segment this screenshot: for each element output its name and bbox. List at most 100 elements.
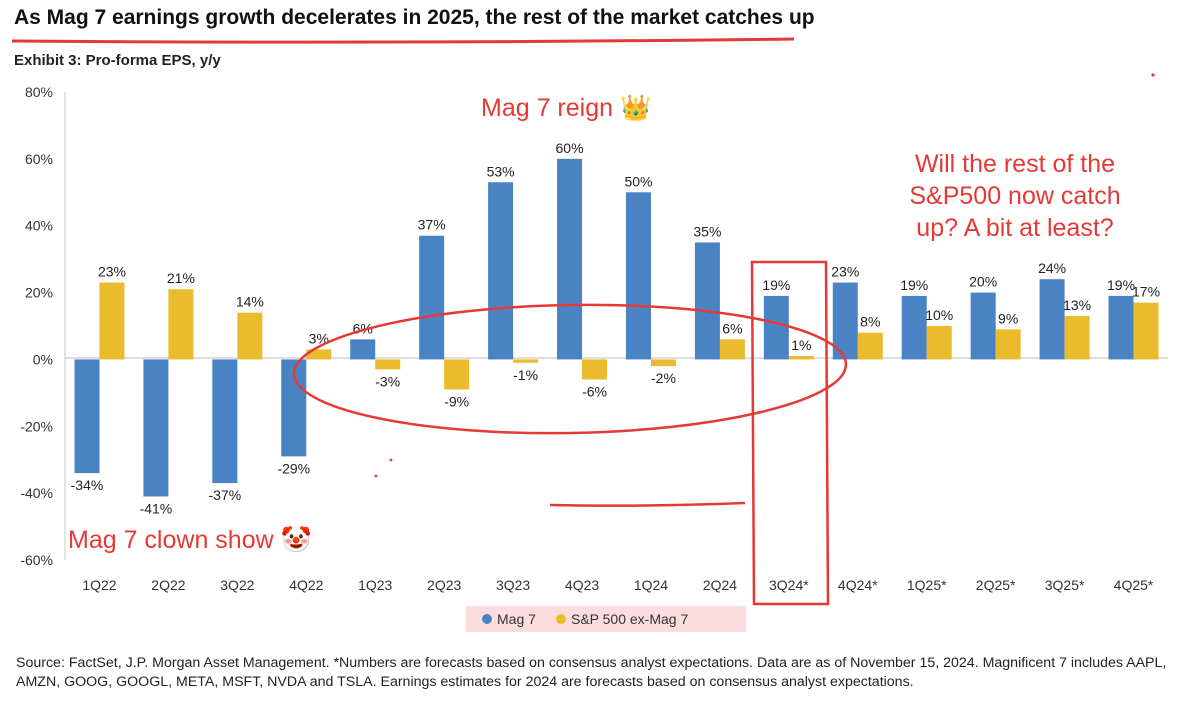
bar-mag7-4q23 xyxy=(557,158,583,360)
x-tick-label: 1Q24 xyxy=(634,577,668,593)
bar-mag7-3q23 xyxy=(488,182,514,360)
annotation-underline-4q23 xyxy=(549,501,746,507)
annotation-dot xyxy=(389,458,393,462)
annotation-box-3q24 xyxy=(750,260,830,606)
bar-mag7-1q23 xyxy=(350,339,376,360)
annotation-question-line-1: Will the rest of the xyxy=(915,150,1115,178)
bar-sp500-ex-1q25 xyxy=(926,326,952,360)
data-label-mag7: 23% xyxy=(831,264,859,280)
data-label-sp500-ex: 21% xyxy=(167,270,195,286)
x-tick-label: 4Q22 xyxy=(289,577,323,593)
y-tick-label: 60% xyxy=(25,151,53,167)
data-label-mag7: 19% xyxy=(762,277,790,293)
eps-bar-chart: -60% -40% -20% 0% 20% 40% 60% 80% -34% 23% -41% 21… xyxy=(11,37,1168,632)
bar-mag7-2q25 xyxy=(970,292,996,360)
annotation-reign: Mag 7 reign 👑 xyxy=(481,94,651,122)
data-label-mag7: -34% xyxy=(71,477,104,493)
data-label-sp500-ex: -9% xyxy=(444,394,469,410)
x-tick-label: 3Q24* xyxy=(769,577,809,593)
legend-swatch-sp500-ex xyxy=(556,614,566,624)
data-label-sp500-ex: -3% xyxy=(375,373,400,389)
data-label-sp500-ex: 23% xyxy=(98,264,126,280)
data-label-sp500-ex: 13% xyxy=(1063,297,1091,313)
data-label-mag7: 19% xyxy=(900,277,928,293)
bar-sp500-ex-3q23 xyxy=(513,359,539,363)
bar-sp500-ex-2q25 xyxy=(995,329,1021,360)
x-tick-label: 3Q25* xyxy=(1045,577,1085,593)
bar-sp500-ex-3q25 xyxy=(1064,315,1090,360)
bar-mag7-4q24 xyxy=(832,282,858,360)
bar-sp500-ex-4q23 xyxy=(582,359,608,380)
x-tick-label: 4Q25* xyxy=(1114,577,1154,593)
data-label-sp500-ex: 10% xyxy=(925,307,953,323)
data-label-sp500-ex: 1% xyxy=(791,337,811,353)
bar-mag7-1q25 xyxy=(901,295,927,360)
bar-sp500-ex-4q22 xyxy=(306,349,332,360)
annotation-ellipse xyxy=(292,303,848,435)
x-tick-label: 1Q25* xyxy=(907,577,947,593)
annotation-dot xyxy=(1151,73,1155,77)
bar-mag7-4q25 xyxy=(1108,295,1134,360)
x-tick-label: 4Q23 xyxy=(565,577,599,593)
y-tick-label: 40% xyxy=(25,218,53,234)
annotation-clown: Mag 7 clown show 🤡 xyxy=(68,525,312,554)
bar-sp500-ex-1q22 xyxy=(99,282,125,360)
data-label-mag7: 35% xyxy=(693,223,721,239)
annotation-question-line-2: S&P500 now catch xyxy=(909,182,1120,210)
data-label-mag7: 37% xyxy=(418,217,446,233)
bar-mag7-1q24 xyxy=(625,192,651,360)
x-tick-label: 2Q25* xyxy=(976,577,1016,593)
legend-label-sp500-ex: S&P 500 ex-Mag 7 xyxy=(571,611,688,627)
data-label-sp500-ex: 17% xyxy=(1132,284,1160,300)
x-tick-label: 2Q22 xyxy=(151,577,185,593)
bar-sp500-ex-3q22 xyxy=(237,312,263,360)
data-label-sp500-ex: 9% xyxy=(998,310,1018,326)
chart-subtitle: Exhibit 3: Pro-forma EPS, y/y xyxy=(14,52,221,69)
y-tick-label: -40% xyxy=(20,485,53,501)
data-label-mag7: 24% xyxy=(1038,260,1066,276)
legend-label-mag7: Mag 7 xyxy=(497,611,536,627)
bar-mag7-3q24 xyxy=(763,295,789,360)
y-tick-label: 80% xyxy=(25,84,53,100)
data-label-mag7: -41% xyxy=(140,500,173,516)
bar-mag7-2q24 xyxy=(694,242,720,360)
bar-mag7-1q22 xyxy=(74,359,100,474)
bar-sp500-ex-3q24 xyxy=(788,356,814,360)
bar-sp500-ex-2q23 xyxy=(444,359,470,390)
bar-sp500-ex-2q24 xyxy=(719,339,745,360)
annotation-dot xyxy=(374,474,378,478)
y-tick-label: -20% xyxy=(20,418,53,434)
x-tick-label: 1Q23 xyxy=(358,577,392,593)
legend-swatch-mag7 xyxy=(482,614,492,624)
data-label-mag7: 19% xyxy=(1107,277,1135,293)
annotation-question-line-3: up? A bit at least? xyxy=(916,214,1113,242)
bar-mag7-2q23 xyxy=(419,235,445,360)
data-label-mag7: 53% xyxy=(487,163,515,179)
bar-mag7-3q22 xyxy=(212,359,238,484)
data-label-sp500-ex: -2% xyxy=(651,370,676,386)
x-tick-label: 3Q23 xyxy=(496,577,530,593)
data-label-sp500-ex: 6% xyxy=(722,320,742,336)
data-label-mag7: 20% xyxy=(969,274,997,290)
x-tick-label: 2Q23 xyxy=(427,577,461,593)
bar-mag7-2q22 xyxy=(143,359,169,497)
x-tick-label: 3Q22 xyxy=(220,577,254,593)
bar-sp500-ex-1q23 xyxy=(375,359,401,370)
x-tick-label: 1Q22 xyxy=(82,577,116,593)
bar-sp500-ex-4q25 xyxy=(1133,302,1159,360)
data-label-mag7: 60% xyxy=(556,140,584,156)
bar-sp500-ex-4q24 xyxy=(857,332,883,360)
bar-mag7-3q25 xyxy=(1039,279,1065,360)
legend: Mag 7 S&P 500 ex-Mag 7 xyxy=(466,606,746,632)
data-label-sp500-ex: -6% xyxy=(582,383,607,399)
data-label-sp500-ex: 14% xyxy=(236,294,264,310)
data-label-mag7: 50% xyxy=(624,173,652,189)
page-title: As Mag 7 earnings growth decelerates in … xyxy=(14,6,815,29)
bar-sp500-ex-1q24 xyxy=(650,359,676,367)
title-underline xyxy=(11,37,795,44)
y-tick-label: 20% xyxy=(25,285,53,301)
data-label-mag7: -29% xyxy=(277,460,310,476)
bar-sp500-ex-2q22 xyxy=(168,289,194,360)
legend-highlight xyxy=(466,606,746,632)
x-tick-label: 2Q24 xyxy=(703,577,737,593)
